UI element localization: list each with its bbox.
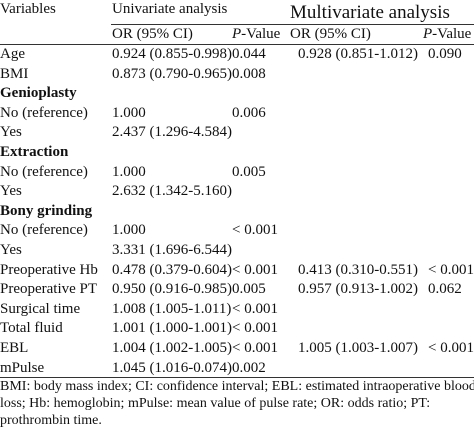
univariate-p-value: < 0.001	[232, 300, 278, 317]
section-heading: Genioplasty	[0, 85, 77, 102]
multivariate-or-ci: 0.957 (0.913-1.002)	[298, 281, 418, 298]
multivariate-p-value: < 0.001	[428, 340, 474, 356]
univariate-or-ci: 1.000	[112, 163, 146, 180]
univariate-p-value: 0.006	[232, 104, 266, 121]
header-variables: Variables	[0, 1, 56, 17]
row-label: Preoperative PT	[0, 281, 98, 298]
univariate-p-value: < 0.001	[232, 261, 278, 278]
univariate-or-ci: 0.924 (0.855-0.998)	[112, 46, 232, 62]
univariate-p-value: < 0.001	[232, 340, 278, 356]
univariate-p-value: < 0.001	[232, 320, 278, 337]
p-italic: P	[423, 26, 433, 42]
multivariate-p-value: 0.062	[428, 281, 462, 298]
univariate-or-ci: 0.478 (0.379-0.604)	[112, 261, 232, 278]
footnote-line-1: BMI: body mass index; CI: confidence int…	[0, 379, 474, 394]
header-rule	[0, 44, 474, 45]
p-italic: P	[232, 26, 242, 42]
multivariate-p-value: 0.090	[428, 46, 462, 62]
row-label: Age	[0, 46, 25, 62]
p-suffix: -Value	[432, 26, 472, 42]
univariate-p-value: 0.005	[232, 281, 266, 298]
header-multi-p: P-Value	[423, 24, 471, 44]
univariate-or-ci: 1.000	[112, 222, 146, 239]
univariate-or-ci: 1.000	[112, 104, 146, 121]
univariate-p-value: 0.005	[232, 163, 266, 180]
row-label: Yes	[0, 124, 22, 141]
row-label: Surgical time	[0, 300, 81, 317]
multivariate-or-ci: 1.005 (1.003-1.007)	[298, 340, 418, 356]
univariate-p-value: 0.002	[232, 359, 266, 376]
row-label: Preoperative Hb	[0, 261, 98, 278]
univariate-or-ci: 1.008 (1.005-1.011)	[112, 300, 232, 317]
header-univariate: Univariate analysis	[112, 1, 228, 17]
header-uni-or: OR (95% CI)	[112, 26, 193, 42]
footnote-line-3: prothrombin time.	[0, 413, 102, 428]
univariate-or-ci: 2.437 (1.296-4.584)	[112, 124, 232, 141]
header-uni-p: P-Value	[232, 24, 280, 44]
univariate-p-value: 0.044	[232, 46, 266, 62]
row-label: EBL	[0, 340, 29, 356]
row-label: Total fluid	[0, 320, 63, 337]
univariate-or-ci: 1.045 (1.016-0.074)	[112, 359, 232, 376]
row-label: No (reference)	[0, 104, 88, 121]
row-label: Yes	[0, 242, 22, 258]
univariate-or-ci: 3.331 (1.696-6.544)	[112, 242, 232, 258]
footnote-line-2: loss; Hb: hemoglobin; mPulse: mean value…	[0, 396, 431, 411]
header-multivariate: Multivariate analysis	[290, 2, 450, 23]
univariate-or-ci: 2.632 (1.342-5.160)	[112, 183, 232, 200]
row-label: BMI	[0, 65, 29, 82]
multivariate-or-ci: 0.928 (0.851-1.012)	[298, 46, 418, 62]
multivariate-or-ci: 0.413 (0.310-0.551)	[298, 261, 418, 278]
row-label: mPulse	[0, 359, 45, 376]
univariate-or-ci: 1.004 (1.002-1.005)	[112, 340, 232, 356]
univariate-or-ci: 0.873 (0.790-0.965)	[112, 65, 232, 82]
multivariate-p-value: < 0.001	[428, 261, 474, 278]
univariate-or-ci: 1.001 (1.000-1.001)	[112, 320, 232, 337]
row-label: No (reference)	[0, 222, 88, 239]
section-heading: Bony grinding	[0, 202, 93, 219]
row-label: No (reference)	[0, 163, 88, 180]
row-label: Yes	[0, 183, 22, 200]
p-suffix: -Value	[241, 26, 281, 42]
header-subrule	[111, 24, 474, 25]
bottom-rule	[0, 377, 474, 378]
header-multi-or: OR (95% CI)	[290, 26, 371, 42]
univariate-or-ci: 0.950 (0.916-0.985)	[112, 281, 232, 298]
univariate-p-value: 0.008	[232, 65, 266, 82]
univariate-p-value: < 0.001	[232, 222, 278, 239]
section-heading: Extraction	[0, 144, 69, 160]
